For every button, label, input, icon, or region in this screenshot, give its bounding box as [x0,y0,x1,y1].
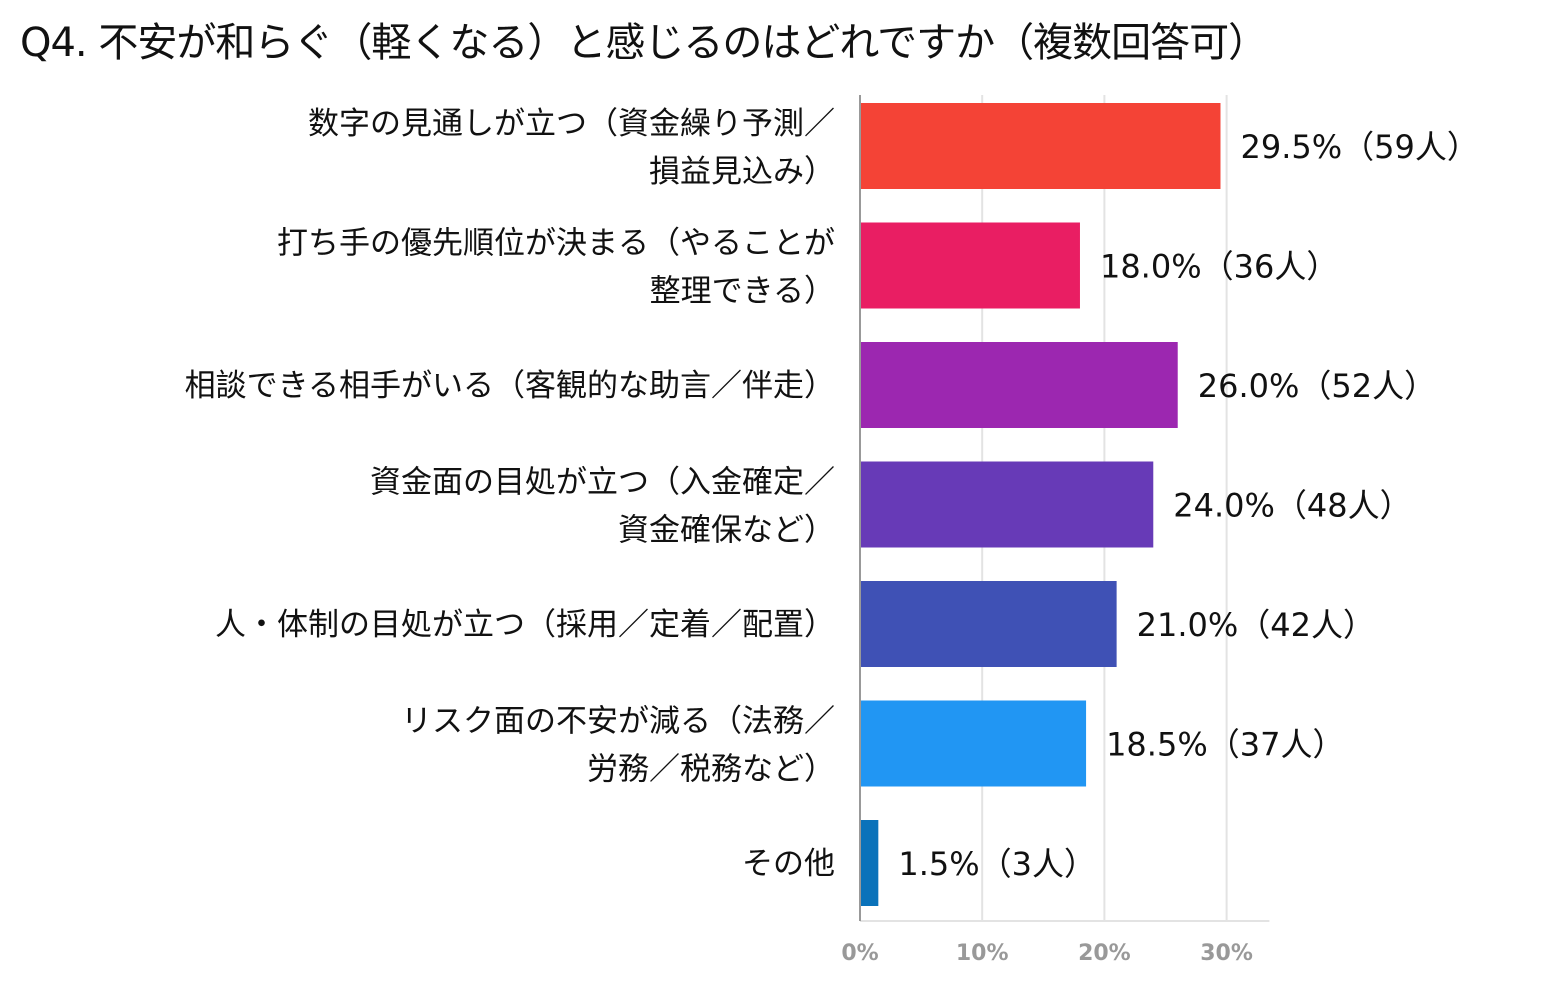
data-label: 1.5%（3人） [898,845,1096,883]
category-label: 労務／税務など） [587,752,835,788]
bar [860,700,1087,787]
bar [860,461,1154,548]
category-label: 資金確保など） [618,513,835,549]
category-label: 相談できる相手がいる（客観的な助言／伴走） [185,368,835,404]
category-label: 打ち手の優先順位が決まる（やることが [277,226,835,262]
data-label: 29.5%（59人） [1240,128,1478,166]
x-tick-label: 20% [1078,941,1131,966]
category-label: リスク面の不安が減る（法務／ [401,704,835,740]
data-label: 21.0%（42人） [1137,606,1375,644]
category-label: 損益見込み） [649,154,835,190]
bar [860,820,879,906]
category-label: 人・体制の目処が立つ（採用／定着／配置） [215,607,835,643]
bar [860,342,1178,428]
category-label: 資金面の目処が立つ（入金確定／ [370,465,835,501]
category-label: 整理できる） [650,274,835,310]
x-tick-label: 30% [1200,941,1253,966]
data-label: 24.0%（48人） [1173,487,1411,525]
category-label: その他 [742,846,835,882]
bar [860,222,1080,309]
data-label: 26.0%（52人） [1198,367,1436,405]
bar [860,581,1117,667]
bar [860,103,1221,189]
x-tick-label: 10% [956,941,1009,966]
data-label: 18.0%（36人） [1100,248,1338,286]
data-label: 18.5%（37人） [1106,726,1344,764]
category-label: 数字の見通しが立つ（資金繰り予測／ [308,106,835,142]
x-tick-label: 0% [841,941,878,966]
chart-title: Q4. 不安が和らぐ（軽くなる）と感じるのはどれですか（複数回答可） [20,20,1268,66]
